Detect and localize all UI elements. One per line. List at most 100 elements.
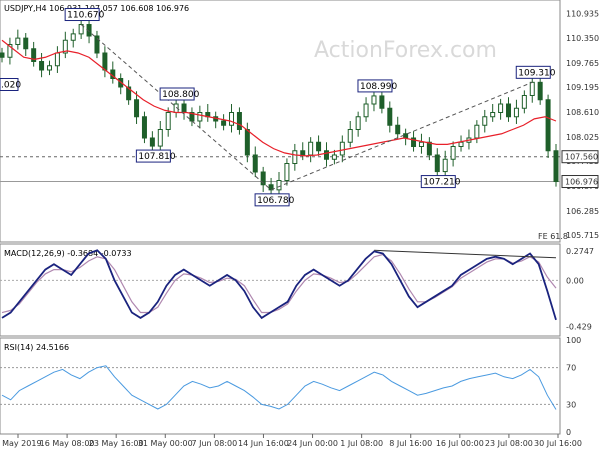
candle-body xyxy=(308,141,314,156)
candle-body xyxy=(23,37,29,50)
candle-body xyxy=(70,33,76,41)
macd-panel-title: MACD(12,26,9) -0.3684 -0.0733 xyxy=(4,249,132,258)
price-tick-label: 109.195 xyxy=(566,83,599,92)
macd-tick-label: 0.00 xyxy=(566,276,584,285)
price-label-text: 106.780 xyxy=(257,196,294,206)
price-label-text: 107.810 xyxy=(138,152,175,162)
price-label-box xyxy=(357,79,393,93)
candle-body xyxy=(379,95,385,109)
candle-body xyxy=(229,112,235,126)
candle-body xyxy=(537,81,543,101)
price-label-box xyxy=(159,87,195,101)
macd-plot: 0.2747 0.00 -0.429 xyxy=(0,247,594,331)
price-label-text: 109.310 xyxy=(518,68,555,78)
x-tick-label: 16 May 08:00 xyxy=(40,439,95,448)
x-tick-label: 23 May 16:00 xyxy=(89,439,144,448)
candle-body xyxy=(260,171,266,186)
candle-body xyxy=(276,180,282,191)
candle-body xyxy=(46,65,52,71)
x-tick-label: 31 May 00:00 xyxy=(138,439,193,448)
rsi-line xyxy=(1,365,557,410)
macd-line xyxy=(1,249,557,321)
candle-body xyxy=(134,99,140,118)
rsi-tick-label: 30 xyxy=(566,400,576,409)
x-tick-label: 7 Jun 08:00 xyxy=(191,439,237,448)
candle-body xyxy=(411,137,417,147)
macd-signal-line xyxy=(1,253,557,314)
x-tick-label: 9 May 2019 xyxy=(0,439,42,448)
candle-body xyxy=(102,52,108,71)
candle-body xyxy=(387,107,393,126)
candle-body xyxy=(221,120,227,126)
candle-body xyxy=(292,150,298,164)
candle-body xyxy=(39,61,45,71)
candle-body xyxy=(197,112,203,122)
candle-body xyxy=(355,116,361,130)
macd-panel-frame xyxy=(0,243,561,337)
candle-body xyxy=(363,103,369,118)
right-price-text: 107.560 xyxy=(565,153,598,162)
rsi-tick-label: 100 xyxy=(566,336,581,345)
price-tick-label: 110.935 xyxy=(566,9,599,18)
candle-body xyxy=(331,154,337,160)
candle-body xyxy=(482,116,488,126)
candle-body xyxy=(0,52,5,58)
watermark: ActionForex.com xyxy=(314,38,497,63)
rsi-tick-label: 0 xyxy=(566,428,571,437)
candle-body xyxy=(498,103,504,113)
right-price-text: 106.976 xyxy=(565,178,598,187)
candle-body xyxy=(490,112,496,118)
price-label-box xyxy=(135,149,171,163)
price-tick-label: 109.765 xyxy=(566,59,599,68)
x-tick-label: 24 Jun 00:00 xyxy=(287,439,338,448)
candle-body xyxy=(126,86,132,101)
moving-average-line xyxy=(1,39,557,157)
candle-body xyxy=(244,129,250,156)
price-label-text: 110.670 xyxy=(67,11,104,21)
price-label-text: 107.210 xyxy=(423,178,460,188)
candle-body xyxy=(236,112,242,130)
candle-body xyxy=(62,39,68,54)
price-label-text: .020 xyxy=(1,81,21,91)
candle-body xyxy=(165,112,171,130)
candle-body xyxy=(94,35,100,54)
price-label-box xyxy=(254,193,290,207)
candle-body xyxy=(189,112,195,122)
price-tick-label: 108.610 xyxy=(566,108,599,117)
candle-body xyxy=(252,154,258,173)
fe-label: FE 61.8 xyxy=(538,232,568,241)
candle-body xyxy=(181,103,187,113)
x-tick-label: 16 Jul 00:00 xyxy=(436,439,484,448)
candle-body xyxy=(54,52,60,67)
candle-body xyxy=(545,99,551,152)
candle-body xyxy=(347,129,353,143)
candle-body xyxy=(442,158,448,173)
candle-body xyxy=(300,150,306,156)
candle-body xyxy=(474,124,480,139)
macd-tick-label: 0.2747 xyxy=(566,247,594,256)
rsi-plot: 100 70 30 0 xyxy=(0,336,581,437)
candle-body xyxy=(7,44,13,58)
candle-body xyxy=(513,107,519,118)
candle-body xyxy=(316,141,322,152)
candle-body xyxy=(141,116,147,139)
price-tick-label: 106.285 xyxy=(566,207,599,216)
candle-body xyxy=(553,150,559,183)
candle-body xyxy=(426,141,432,156)
candle-body xyxy=(395,124,401,135)
candle-body xyxy=(371,95,377,105)
candle-body xyxy=(149,137,155,147)
price-label-box xyxy=(0,78,19,91)
candle-body xyxy=(418,141,424,147)
price-tick-label: 108.025 xyxy=(566,133,599,142)
candle-body xyxy=(521,95,527,109)
x-tick-label: 8 Jul 16:00 xyxy=(389,439,432,448)
candle-body xyxy=(339,141,345,156)
macd-tick-label: -0.429 xyxy=(566,322,592,331)
x-tick-label: 23 Jul 08:00 xyxy=(485,439,533,448)
rsi-tick-label: 70 xyxy=(566,364,576,373)
x-tick-label: 30 Jul 16:00 xyxy=(534,439,582,448)
price-tick-label: 105.715 xyxy=(566,231,599,240)
